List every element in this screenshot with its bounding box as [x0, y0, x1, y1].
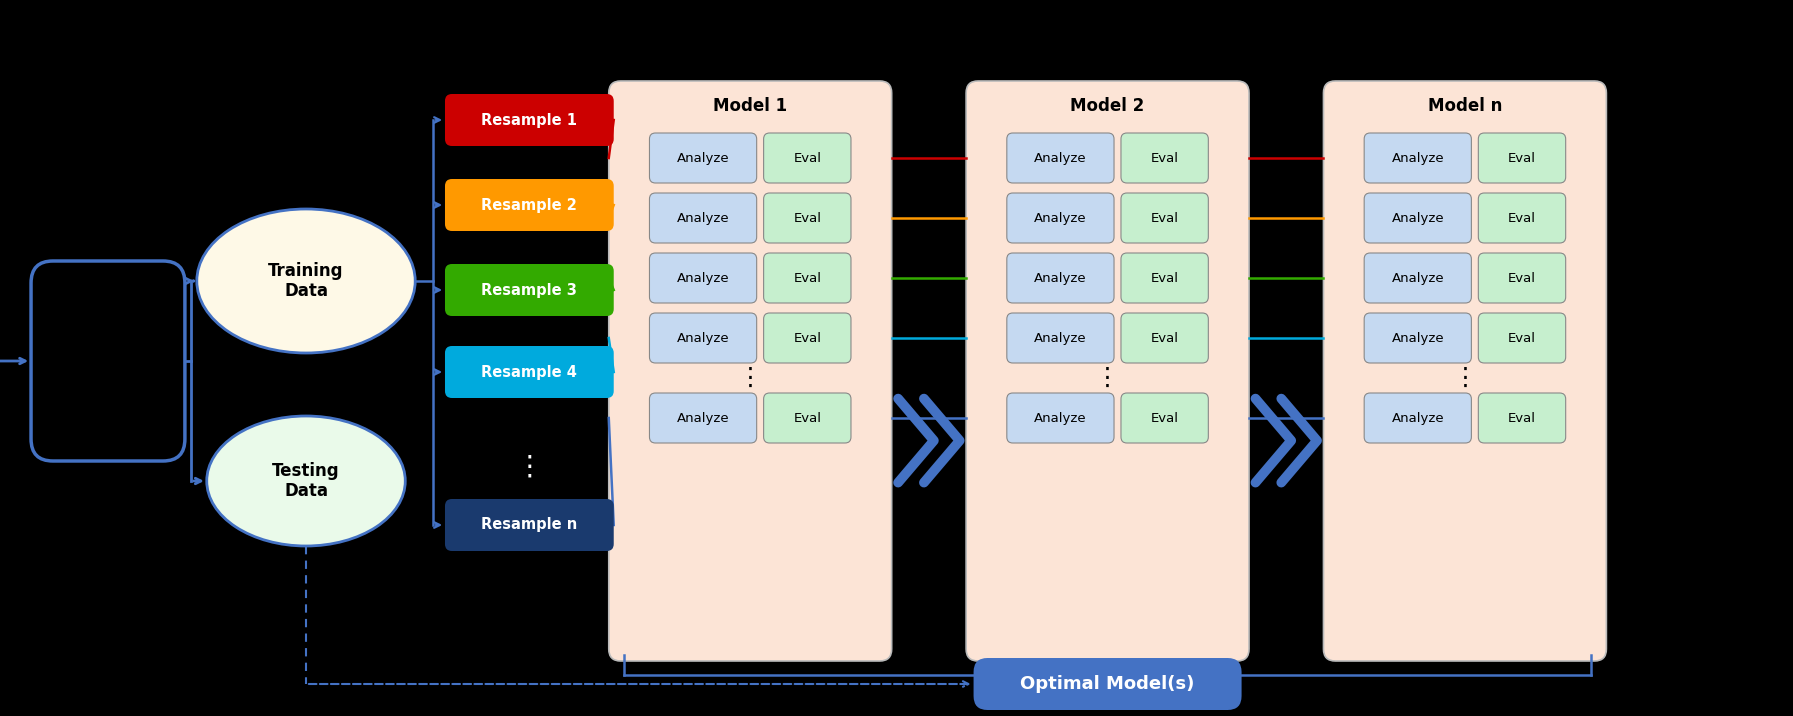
Text: Resample 4: Resample 4	[481, 364, 577, 379]
Text: Eval: Eval	[1151, 412, 1178, 425]
Text: ⋮: ⋮	[737, 366, 762, 390]
Text: Testing
Data: Testing Data	[273, 462, 341, 500]
FancyBboxPatch shape	[1008, 253, 1113, 303]
Text: Eval: Eval	[1151, 271, 1178, 284]
Text: Model n: Model n	[1427, 97, 1503, 115]
FancyBboxPatch shape	[1479, 253, 1565, 303]
Ellipse shape	[197, 209, 416, 353]
Text: Analyze: Analyze	[1035, 211, 1087, 225]
Text: Eval: Eval	[793, 412, 821, 425]
FancyBboxPatch shape	[1479, 313, 1565, 363]
Text: Resample 3: Resample 3	[481, 283, 577, 298]
FancyBboxPatch shape	[1121, 313, 1208, 363]
FancyBboxPatch shape	[649, 253, 757, 303]
Text: Eval: Eval	[1508, 271, 1537, 284]
FancyBboxPatch shape	[445, 94, 613, 146]
Text: Model 2: Model 2	[1070, 97, 1144, 115]
FancyBboxPatch shape	[1121, 393, 1208, 443]
FancyBboxPatch shape	[764, 253, 852, 303]
Text: Analyze: Analyze	[1035, 332, 1087, 344]
FancyBboxPatch shape	[445, 264, 613, 316]
FancyBboxPatch shape	[1323, 81, 1607, 661]
Text: Analyze: Analyze	[676, 152, 730, 165]
Text: Resample 1: Resample 1	[481, 112, 577, 127]
Text: Analyze: Analyze	[1391, 332, 1443, 344]
Text: Model 1: Model 1	[714, 97, 787, 115]
FancyBboxPatch shape	[1008, 393, 1113, 443]
FancyBboxPatch shape	[1479, 133, 1565, 183]
Text: Eval: Eval	[793, 211, 821, 225]
Text: Eval: Eval	[1151, 332, 1178, 344]
Text: Analyze: Analyze	[1391, 152, 1443, 165]
Text: Eval: Eval	[1508, 332, 1537, 344]
Text: Analyze: Analyze	[676, 271, 730, 284]
Text: ⋮: ⋮	[1452, 366, 1477, 390]
FancyBboxPatch shape	[1364, 313, 1472, 363]
FancyBboxPatch shape	[1364, 193, 1472, 243]
Text: Analyze: Analyze	[1391, 271, 1443, 284]
Text: Analyze: Analyze	[1391, 412, 1443, 425]
Text: Eval: Eval	[1508, 152, 1537, 165]
FancyBboxPatch shape	[649, 193, 757, 243]
Text: Resample 2: Resample 2	[481, 198, 577, 213]
FancyBboxPatch shape	[1479, 393, 1565, 443]
FancyBboxPatch shape	[1008, 193, 1113, 243]
FancyBboxPatch shape	[445, 346, 613, 398]
Text: Training
Data: Training Data	[269, 261, 344, 301]
Text: Optimal Model(s): Optimal Model(s)	[1020, 675, 1194, 693]
Text: Analyze: Analyze	[1035, 271, 1087, 284]
Text: Analyze: Analyze	[676, 211, 730, 225]
FancyBboxPatch shape	[1364, 393, 1472, 443]
Text: Eval: Eval	[1508, 211, 1537, 225]
Text: Analyze: Analyze	[676, 412, 730, 425]
Text: ⋮: ⋮	[515, 453, 543, 480]
Text: Analyze: Analyze	[1391, 211, 1443, 225]
FancyBboxPatch shape	[649, 133, 757, 183]
FancyBboxPatch shape	[1364, 253, 1472, 303]
FancyBboxPatch shape	[1008, 313, 1113, 363]
FancyBboxPatch shape	[1121, 193, 1208, 243]
FancyBboxPatch shape	[974, 658, 1241, 710]
FancyBboxPatch shape	[764, 133, 852, 183]
FancyBboxPatch shape	[445, 499, 613, 551]
Text: Eval: Eval	[1151, 211, 1178, 225]
Text: ⋮: ⋮	[1096, 366, 1121, 390]
FancyBboxPatch shape	[1121, 133, 1208, 183]
FancyBboxPatch shape	[1479, 193, 1565, 243]
FancyBboxPatch shape	[649, 313, 757, 363]
FancyBboxPatch shape	[649, 393, 757, 443]
Text: Analyze: Analyze	[1035, 412, 1087, 425]
Ellipse shape	[206, 416, 405, 546]
FancyBboxPatch shape	[1008, 133, 1113, 183]
Text: Eval: Eval	[793, 271, 821, 284]
Text: Analyze: Analyze	[676, 332, 730, 344]
Text: Analyze: Analyze	[1035, 152, 1087, 165]
Text: Eval: Eval	[1151, 152, 1178, 165]
FancyBboxPatch shape	[764, 193, 852, 243]
FancyBboxPatch shape	[966, 81, 1250, 661]
FancyBboxPatch shape	[445, 179, 613, 231]
FancyBboxPatch shape	[764, 313, 852, 363]
Text: Eval: Eval	[793, 152, 821, 165]
Text: Resample n: Resample n	[481, 518, 577, 533]
FancyBboxPatch shape	[764, 393, 852, 443]
FancyBboxPatch shape	[1121, 253, 1208, 303]
FancyBboxPatch shape	[1364, 133, 1472, 183]
Text: Eval: Eval	[793, 332, 821, 344]
FancyBboxPatch shape	[610, 81, 891, 661]
Text: Eval: Eval	[1508, 412, 1537, 425]
